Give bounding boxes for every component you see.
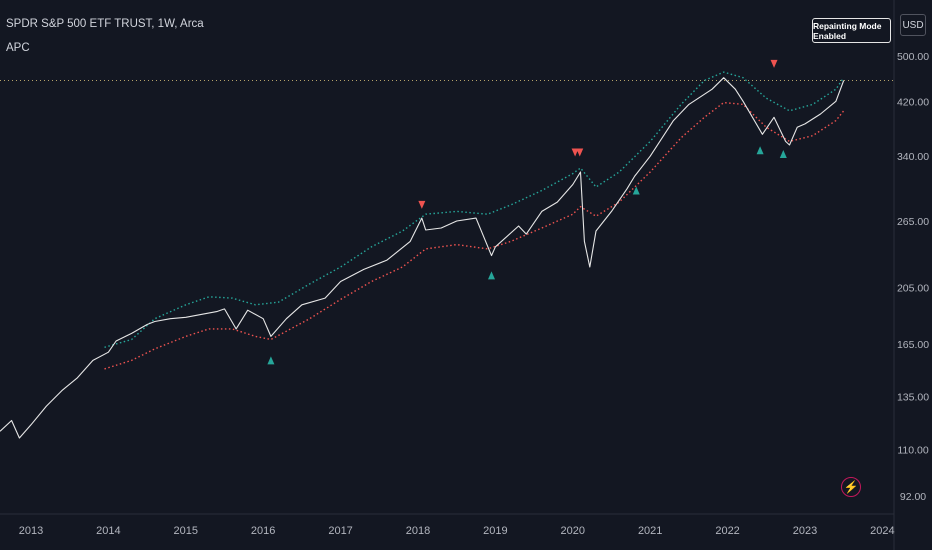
- x-tick-label: 2019: [483, 525, 507, 537]
- price-line: [0, 77, 845, 439]
- buy-marker: [632, 186, 640, 195]
- lightning-icon[interactable]: ⚡: [841, 477, 861, 497]
- x-tick-label: 2024: [870, 525, 894, 537]
- x-tick-label: 2015: [174, 525, 198, 537]
- y-tick-label: 165.00: [897, 339, 929, 351]
- y-tick-label: 135.00: [897, 391, 929, 403]
- buy-marker: [488, 271, 496, 280]
- sell-marker: [418, 200, 426, 209]
- y-tick-label: 500.00: [897, 51, 929, 63]
- sell-marker: [571, 148, 579, 157]
- buy-marker: [756, 146, 764, 155]
- y-tick-label: 205.00: [897, 283, 929, 295]
- x-tick-label: 2021: [638, 525, 662, 537]
- x-tick-label: 2018: [406, 525, 430, 537]
- sell-marker: [770, 59, 778, 68]
- x-tick-label: 2023: [793, 525, 817, 537]
- x-tick-label: 2013: [19, 525, 43, 537]
- upper-band-line: [104, 71, 845, 348]
- buy-marker: [779, 149, 787, 158]
- currency-button[interactable]: USD: [900, 14, 926, 36]
- x-tick-label: 2020: [561, 525, 585, 537]
- x-tick-label: 2022: [715, 525, 739, 537]
- buy-marker: [267, 356, 275, 365]
- x-tick-label: 2017: [328, 525, 352, 537]
- repainting-mode-badge: Repainting Mode Enabled: [812, 18, 891, 43]
- x-tick-label: 2016: [251, 525, 275, 537]
- sell-marker: [576, 148, 584, 157]
- lower-band-line: [104, 101, 845, 370]
- indicator-label[interactable]: APC: [6, 42, 30, 54]
- y-tick-label: 340.00: [897, 151, 929, 163]
- symbol-title: SPDR S&P 500 ETF TRUST, 1W, Arca: [6, 18, 204, 30]
- x-tick-label: 2014: [96, 525, 120, 537]
- y-tick-label: 420.00: [897, 96, 929, 108]
- y-tick-label: 110.00: [897, 445, 928, 457]
- y-tick-label: 92.00: [900, 491, 926, 503]
- y-tick-label: 265.00: [897, 216, 929, 228]
